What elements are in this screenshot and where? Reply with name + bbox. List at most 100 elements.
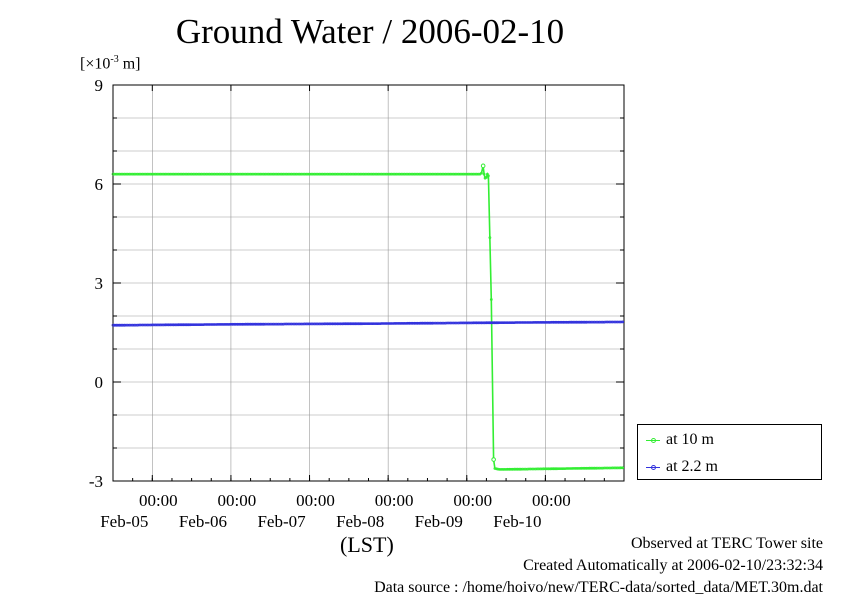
y-axis-unit-label: [×10-3 m] <box>80 54 140 73</box>
series-point-0 <box>458 172 462 176</box>
series-point-1 <box>386 322 390 325</box>
series-point-0 <box>131 172 135 176</box>
series-point-1 <box>558 320 562 324</box>
series-point-0 <box>293 172 297 176</box>
series-point-1 <box>447 321 451 325</box>
series-point-0 <box>199 172 203 176</box>
series-point-0 <box>489 298 493 301</box>
series-point-1 <box>236 322 239 326</box>
series-point-1 <box>535 320 539 324</box>
series-point-0 <box>583 466 587 470</box>
series-point-1 <box>159 323 162 327</box>
series-point-1 <box>534 320 538 324</box>
legend: at 10 m at 2.2 m <box>637 424 822 480</box>
series-point-0 <box>193 172 197 176</box>
series-point-1 <box>177 323 180 327</box>
series-point-0 <box>203 172 207 176</box>
series-point-0 <box>178 172 182 176</box>
series-point-0 <box>470 172 474 176</box>
series-point-0 <box>450 172 454 176</box>
series-point-0 <box>606 466 610 470</box>
series-point-1 <box>426 321 429 325</box>
series-point-1 <box>570 320 574 324</box>
series-point-0 <box>311 172 315 176</box>
series-point-0 <box>432 172 436 176</box>
series-point-1 <box>139 323 143 327</box>
series-point-1 <box>344 322 348 326</box>
series-point-1 <box>462 321 465 325</box>
legend-label-10m: at 10 m <box>666 431 714 448</box>
series-point-1 <box>491 321 495 325</box>
series-point-1 <box>457 321 461 325</box>
series-point-0 <box>239 172 243 176</box>
series-point-0 <box>504 467 508 471</box>
series-point-1 <box>452 321 456 325</box>
series-point-0 <box>560 467 564 471</box>
series-point-1 <box>465 321 469 325</box>
series-point-1 <box>113 323 117 327</box>
series-point-0 <box>558 467 562 471</box>
series-point-0 <box>509 467 513 471</box>
series-point-1 <box>178 323 182 327</box>
series-point-0 <box>204 172 208 176</box>
series-point-0 <box>268 172 272 176</box>
series-point-1 <box>150 323 154 327</box>
series-point-0 <box>155 172 159 176</box>
series-point-1 <box>219 322 223 326</box>
series-point-1 <box>488 321 492 325</box>
legend-item-2-2m: at 2.2 m <box>646 457 718 477</box>
series-point-0 <box>586 466 590 470</box>
series-point-0 <box>180 172 184 176</box>
series-point-1 <box>350 322 354 326</box>
series-point-1 <box>357 322 361 326</box>
series-point-0 <box>514 467 518 471</box>
series-point-0 <box>575 466 578 470</box>
series-point-1 <box>529 321 533 324</box>
series-point-1 <box>247 322 251 326</box>
series-point-1 <box>181 323 185 327</box>
series-point-0 <box>249 172 253 176</box>
series-point-1 <box>473 321 477 325</box>
series-point-0 <box>550 467 554 471</box>
series-point-0 <box>404 172 408 176</box>
series-point-0 <box>245 172 249 176</box>
series-point-1 <box>604 320 608 324</box>
series-point-1 <box>154 323 158 327</box>
series-point-0 <box>588 466 592 470</box>
series-point-0 <box>416 172 420 176</box>
series-point-0 <box>329 172 333 176</box>
series-point-0 <box>281 172 285 176</box>
series-point-0 <box>278 172 282 176</box>
series-point-0 <box>522 467 526 471</box>
series-point-0 <box>317 172 321 176</box>
legend-swatch-2-2m <box>646 462 660 472</box>
series-point-0 <box>544 467 547 471</box>
series-point-1 <box>254 322 257 326</box>
series-point-0 <box>388 172 392 176</box>
series-point-1 <box>401 321 405 325</box>
series-point-0 <box>127 172 131 176</box>
series-point-0 <box>529 467 533 471</box>
series-point-0 <box>594 466 598 470</box>
series-point-1 <box>512 321 516 325</box>
series-point-1 <box>458 321 462 325</box>
series-point-1 <box>206 323 210 326</box>
series-point-1 <box>493 321 497 325</box>
series-point-0 <box>252 172 256 176</box>
series-point-0 <box>168 172 172 176</box>
series-point-1 <box>435 321 439 325</box>
series-point-0 <box>573 466 577 470</box>
series-point-1 <box>331 322 334 326</box>
series-point-0 <box>314 172 318 176</box>
series-point-1 <box>294 322 298 326</box>
series-point-0 <box>557 467 560 471</box>
series-point-0 <box>309 172 313 176</box>
series-point-0 <box>298 172 302 176</box>
series-point-1 <box>123 323 126 327</box>
series-point-0 <box>362 172 366 176</box>
series-point-0 <box>562 467 565 471</box>
series-point-0 <box>344 172 348 176</box>
series-point-1 <box>201 323 205 327</box>
series-point-1 <box>188 323 192 327</box>
series-point-0 <box>376 172 380 176</box>
